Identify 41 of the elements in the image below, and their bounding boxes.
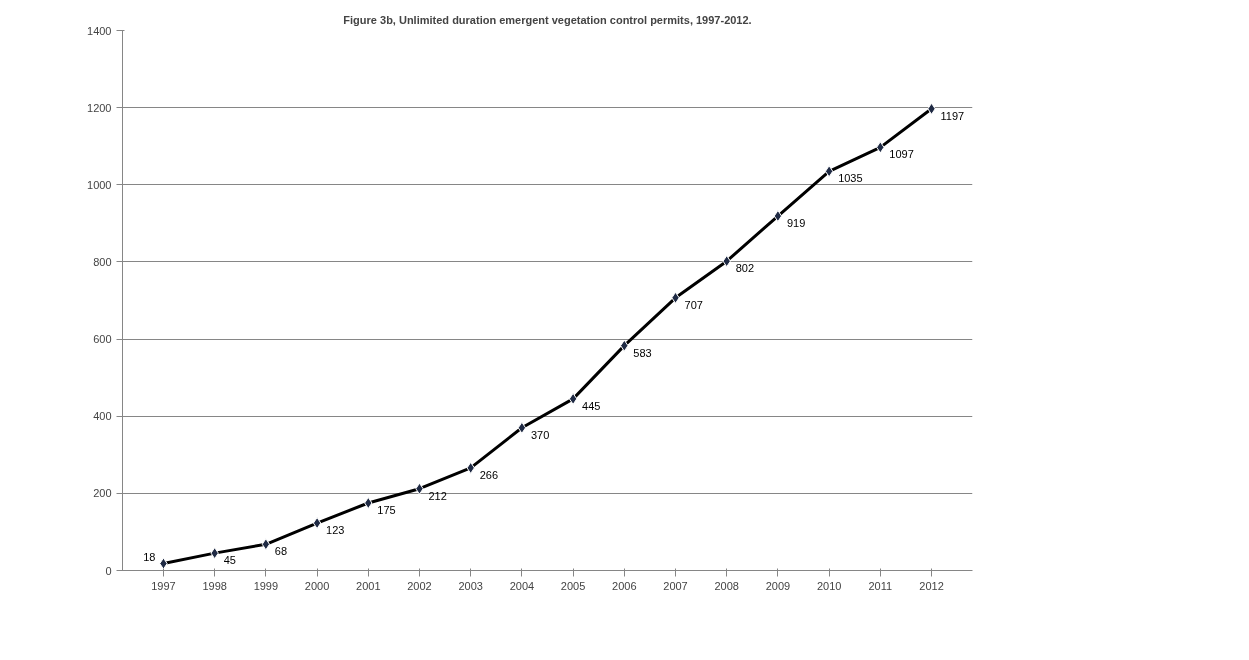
y-tick-label: 0 [105,564,112,577]
y-tick-label: 1200 [87,101,112,114]
y-tick-label: 600 [93,333,112,346]
x-tick-label: 2010 [816,579,842,592]
x-tick-label: 2007 [663,579,688,592]
y-tick-label: 400 [93,410,112,423]
x-tick-label: 1997 [151,579,176,592]
x-tick-label: 2008 [714,579,739,592]
data-label: 919 [786,217,806,230]
x-tick-label: 2000 [304,579,330,592]
data-label: 266 [479,468,499,481]
data-label: 123 [326,524,345,537]
x-tick-label: 2002 [407,579,432,592]
data-label: 370 [530,428,550,441]
y-tick-label: 800 [93,255,112,268]
x-tick-label: 2004 [509,579,535,592]
data-label: 707 [684,298,703,311]
x-tick-label: 2001 [356,579,381,592]
y-tick-label: 200 [93,487,112,500]
x-tick-label: 2012 [919,579,944,592]
x-tick-label: 2005 [560,579,586,592]
data-label: 212 [428,489,447,502]
data-label: 68 [274,545,288,558]
x-tick-label: 1998 [202,579,227,592]
data-label: 1035 [838,172,863,185]
data-label: 175 [377,504,396,516]
x-tick-label: 2011 [868,579,893,592]
x-tick-label: 2009 [765,579,791,592]
x-tick-label: 2006 [612,579,637,592]
x-tick-label: 2003 [458,579,483,592]
y-tick-label: 1400 [87,24,112,37]
data-label: 445 [582,399,601,412]
data-label: 18 [143,550,156,563]
data-label: 45 [223,554,236,567]
data-label: 1097 [889,148,914,161]
data-label: 802 [735,262,755,275]
x-tick-label: 1999 [253,579,279,592]
chart-title: Figure 3b, Unlimited duration emergent vegetation control permits, 1997-2012. [343,13,752,26]
data-label: 583 [633,346,652,359]
data-label: 1197 [940,109,965,122]
y-tick-label: 1000 [87,178,112,191]
